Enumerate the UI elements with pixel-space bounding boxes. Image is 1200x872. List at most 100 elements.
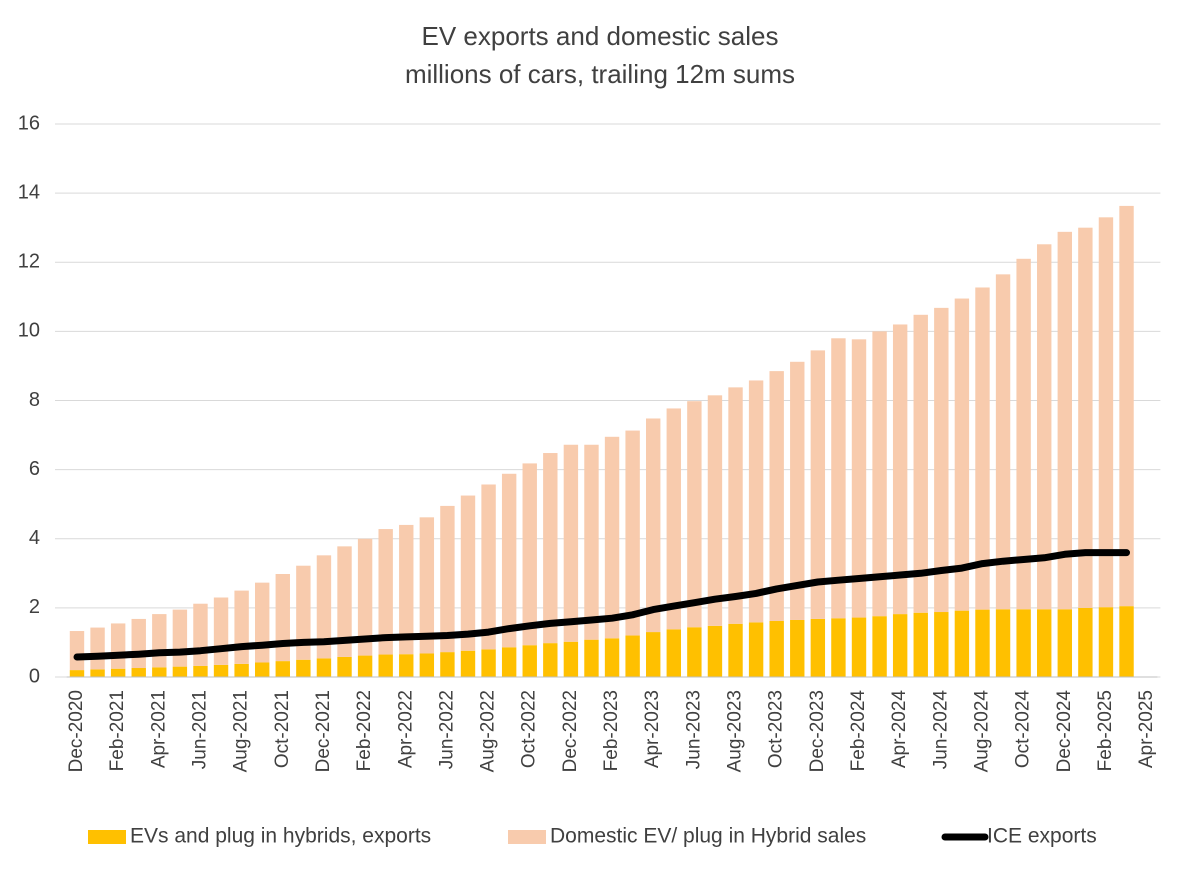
bar-segment (501, 473, 517, 648)
bar-segment (707, 625, 723, 677)
bar-segment (687, 627, 702, 677)
bar-segment (69, 670, 85, 677)
bar-segment (563, 641, 579, 677)
bar-segment (913, 314, 928, 613)
y-tick-label: 16 (18, 112, 40, 134)
x-tick-label: Feb-2024 (848, 690, 869, 772)
bar-segment (954, 610, 970, 677)
bar-segment (646, 418, 661, 633)
bar-segment (851, 339, 867, 618)
bar-segment (1098, 607, 1114, 677)
bar-segment (378, 529, 393, 655)
x-tick-label: Dec-2022 (560, 690, 581, 772)
bar-segment (296, 659, 311, 677)
bar-segment (440, 652, 455, 677)
bar-segment (790, 619, 805, 677)
x-tick-label: Apr-2025 (1136, 690, 1157, 768)
bar-segment (152, 667, 167, 677)
bar-segment (543, 453, 558, 644)
bar-segment (892, 614, 908, 677)
bar-segment (255, 582, 270, 663)
bar-segment (131, 668, 146, 677)
bar-segment (110, 668, 126, 677)
x-tick-label: Dec-2020 (66, 690, 87, 772)
bar-segment (872, 616, 887, 677)
bar-segment (872, 331, 887, 617)
bar-segment (604, 638, 620, 677)
bar-segment (399, 524, 414, 655)
bar-segment (892, 324, 908, 615)
bar-segment (419, 517, 435, 654)
line-series (73, 549, 1130, 661)
bar-segment (481, 649, 496, 677)
bar-segment (995, 274, 1011, 610)
bar-segment (584, 444, 599, 640)
bar-segment (1037, 244, 1052, 610)
x-tick-label: Feb-2023 (601, 690, 622, 771)
bar-segment (172, 666, 188, 677)
bar-segment (543, 643, 558, 677)
legend-label: EVs and plug in hybrids, exports (130, 825, 431, 848)
bar-segment (1119, 205, 1134, 607)
chart-title: EV exports and domestic sales (422, 21, 779, 51)
legend-swatch (508, 830, 546, 844)
bar-segment (460, 495, 476, 651)
bar-segment (131, 618, 146, 669)
bar-segment (748, 622, 764, 677)
x-tick-label: Oct-2022 (519, 690, 540, 768)
bar-segment (934, 612, 949, 677)
bar-segment (1016, 258, 1031, 610)
x-tick-label: Jun-2022 (436, 690, 457, 769)
bar-segment (213, 664, 229, 677)
y-tick-label: 8 (29, 389, 40, 411)
bar-segment (666, 408, 681, 630)
bar-segment (646, 632, 661, 677)
x-tick-label: Apr-2022 (395, 690, 416, 768)
bar-segment (810, 350, 826, 619)
bar-segment (522, 645, 537, 677)
bar-segment (625, 430, 640, 636)
bar-segment (1037, 609, 1052, 677)
x-tick-label: Oct-2024 (1013, 690, 1034, 769)
bar-segment (357, 538, 373, 656)
bar-segment (193, 603, 208, 666)
bar-segment (399, 654, 414, 677)
bar-segment (357, 655, 373, 677)
bar-segment (172, 609, 188, 667)
bar-segment (1016, 609, 1031, 677)
y-tick-label: 14 (18, 181, 40, 203)
bar-segment (213, 597, 229, 665)
y-tick-label: 12 (18, 251, 40, 273)
bar-segment (316, 555, 332, 659)
x-tick-label: Aug-2023 (725, 690, 746, 772)
bar-segment (69, 631, 85, 671)
bar-segment (769, 621, 784, 677)
bar-segment (234, 590, 249, 664)
bar-segment (810, 618, 826, 677)
bar-segment (1078, 607, 1093, 677)
x-tick-label: Apr-2024 (889, 690, 910, 769)
legend-label: ICE exports (987, 825, 1097, 848)
y-tick-label: 0 (29, 665, 40, 687)
x-tick-label: Oct-2021 (272, 690, 293, 768)
bar-segment (584, 639, 599, 677)
bar-segment (831, 618, 846, 677)
legend-swatch (88, 830, 126, 844)
bar-segment (1078, 227, 1093, 608)
chart-subtitle: millions of cars, trailing 12m sums (405, 59, 795, 89)
x-tick-label: Jun-2024 (930, 690, 951, 770)
bar-segment (90, 627, 105, 670)
bar-segment (275, 574, 290, 662)
x-tick-label: Dec-2023 (807, 690, 828, 772)
x-tick-label: Aug-2021 (231, 690, 252, 772)
bar-segment (790, 361, 805, 620)
bar-segment (337, 656, 352, 677)
x-tick-label: Aug-2022 (478, 690, 499, 772)
bar-segment (954, 298, 970, 611)
bar-segment (975, 287, 990, 610)
bar-segment (604, 436, 620, 639)
bar-segment (378, 654, 393, 677)
bar-segment (152, 614, 167, 668)
bar-segment (419, 653, 435, 677)
